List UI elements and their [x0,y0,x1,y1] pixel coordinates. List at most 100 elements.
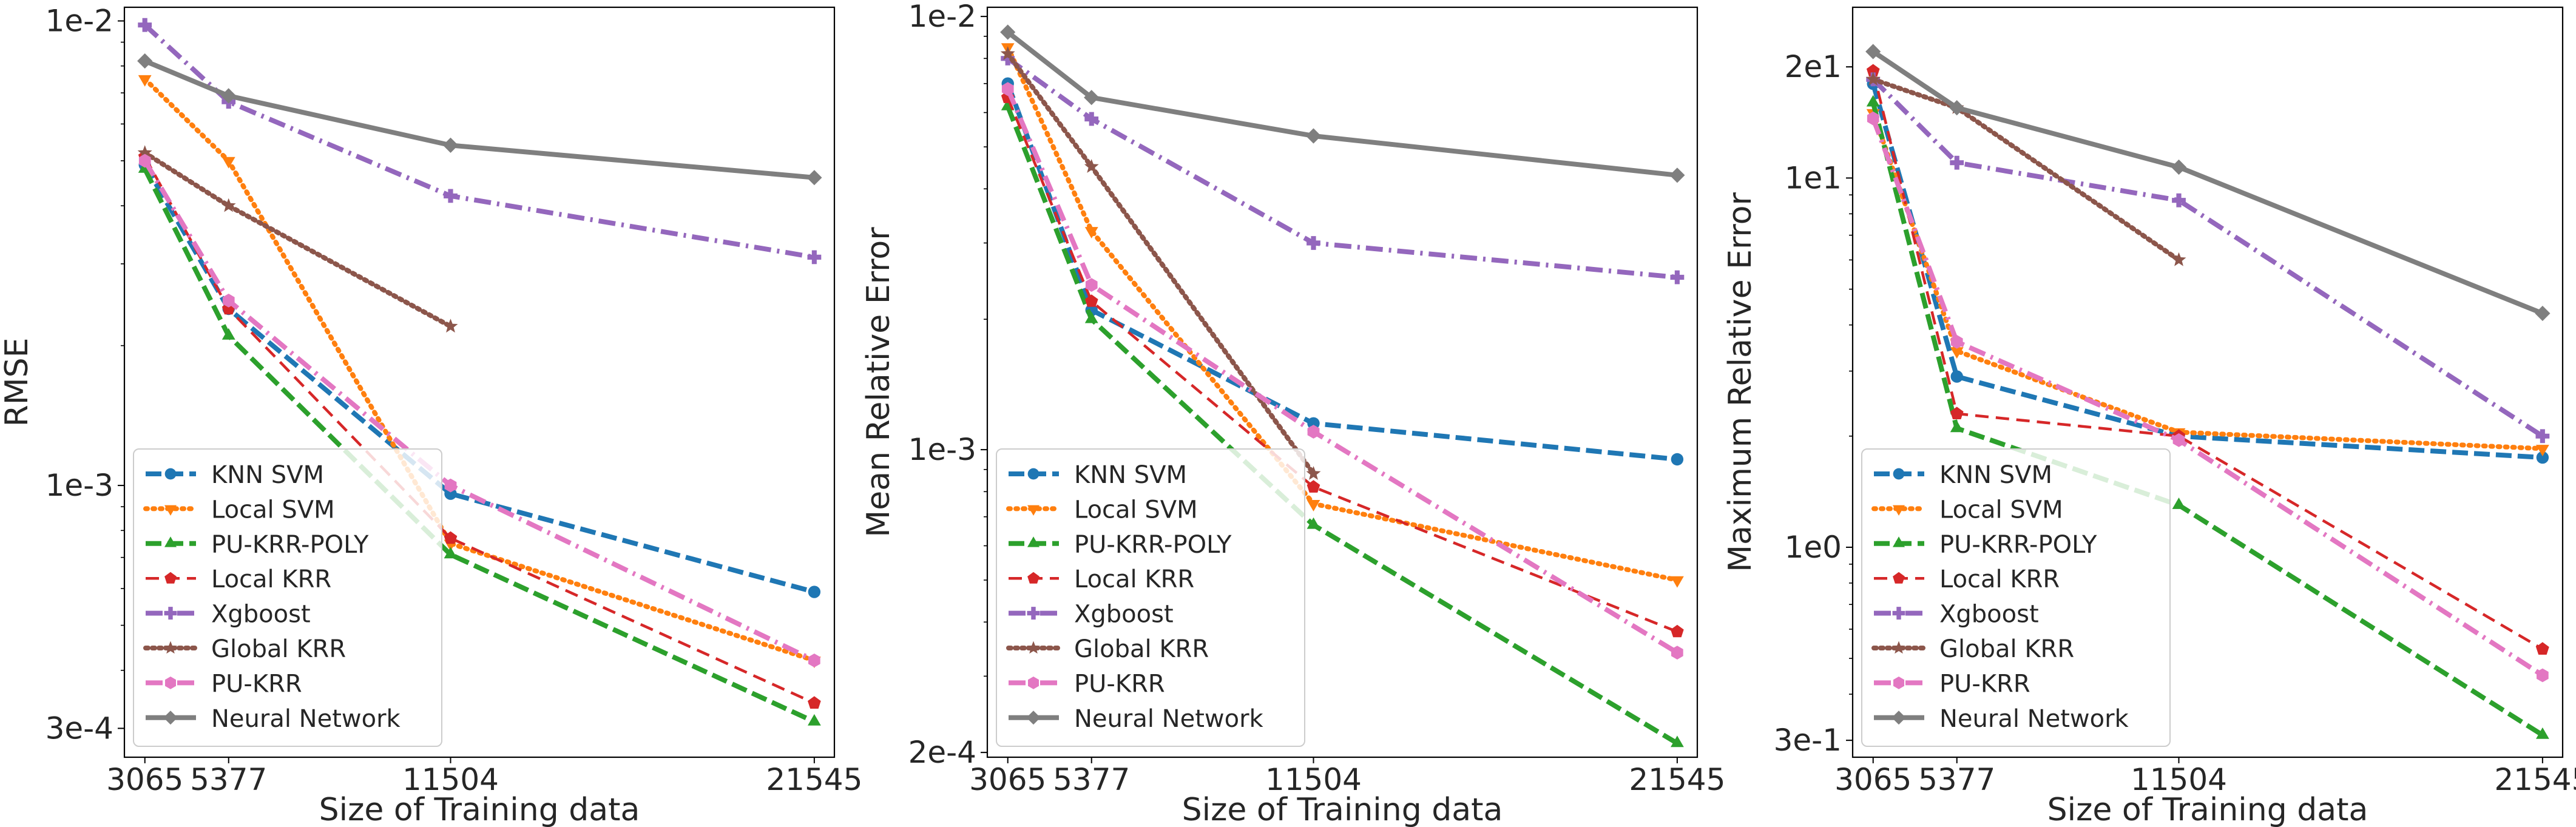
data-point-pu-krr-poly [808,714,821,726]
data-point-knn-svm [808,586,821,598]
data-point-pu-krr [1307,425,1320,439]
series-line-neural-network [1871,49,2544,316]
chart-panel-2: 3065 5377 11504 21545 2e-4 1e-3 1e-2 Size of Tr… [860,0,1725,827]
data-point-neural-network [2171,159,2187,175]
data-point-xgboost [138,18,152,32]
data-point-neural-network [806,170,822,186]
data-point-neural-network [1084,90,1100,106]
y-tick-label: 1e-2 [46,3,113,38]
data-point-pu-krr-poly [1307,517,1320,529]
legend-label: KNN SVM [1074,461,1187,489]
data-point-xgboost [807,250,822,265]
legend-marker [1028,677,1039,689]
series-pu-krr [1001,82,1683,660]
legend-label: KNN SVM [211,461,324,489]
x-tick-label: 5377 [1053,762,1130,797]
data-point-neural-network [1865,44,1881,59]
legend-item-local-krr: Local KRR [1874,565,2060,593]
data-point-local-svm [1084,227,1098,238]
legend: KNN SVM Local SVM PU-KRR-POLY Local KRR Xgbo… [133,448,442,747]
series-local-krr [1866,64,2549,655]
data-point-local-krr [1307,480,1320,493]
data-point-xgboost [2535,429,2550,444]
data-point-xgboost [1307,236,1320,250]
data-point-xgboost [2172,193,2186,208]
legend-label: PU-KRR [1939,670,2030,698]
data-point-pu-krr [1867,111,1879,126]
legend-item-pu-krr-poly: PU-KRR-POLY [1009,531,1232,559]
series-line-neural-network [144,58,815,180]
legend-marker [1027,468,1040,480]
data-point-pu-krr-poly [221,328,235,340]
data-point-knn-svm [1307,417,1320,430]
y-tick-label: 3e-4 [46,711,113,746]
y-tick-label: 1e-3 [908,432,976,467]
legend-label: Local SVM [1074,496,1198,524]
series-pu-krr-poly [1866,95,2549,739]
data-point-pu-krr [2172,433,2185,447]
data-point-global-krr [1000,46,1015,60]
legend-marker [1027,572,1040,584]
data-point-global-krr [1306,466,1321,480]
series-xgboost [138,18,822,265]
chart-panel-1: 3065 5377 11504 21545 3e-4 1e-3 1e-2 Size of Tr… [0,3,862,827]
legend-item-xgboost: Xgboost [146,601,311,629]
y-tick-label: 3e-1 [1774,723,1842,758]
legend-marker [164,607,177,620]
legend-label: Local KRR [1074,565,1194,593]
legend-marker [1027,641,1040,654]
series-pu-krr [138,154,820,667]
legend-item-global-krr: Global KRR [143,635,346,663]
series-line-knn-svm [1870,83,2543,460]
data-point-local-krr [1084,294,1098,307]
data-point-pu-krr-poly [1866,95,1880,107]
legend-label: KNN SVM [1939,461,2052,489]
data-point-neural-network [1949,100,1965,116]
legend-item-xgboost: Xgboost [1009,601,1174,629]
legend-marker [1893,572,1905,584]
legend-marker [1892,607,1905,620]
legend-item-local-krr: Local KRR [1009,565,1194,593]
data-point-pu-krr [444,478,457,493]
series-line-local-svm [142,76,817,663]
data-point-local-svm [138,75,152,87]
legend-label: Xgboost [1939,601,2039,629]
legend-item-local-svm: Local SVM [143,496,335,524]
series-neural-network [1000,24,1685,183]
data-point-local-krr [444,531,458,544]
legend-label: Neural Network [211,705,401,733]
y-tick-label: 1e-2 [908,0,976,34]
legend-frame [1861,448,2171,747]
legend-item-global-krr: Global KRR [1871,635,2074,663]
data-point-local-svm [1671,576,1684,588]
data-point-local-krr [808,696,821,709]
legend-marker [1027,536,1040,547]
legend-item-pu-krr: PU-KRR [146,670,302,698]
data-point-neural-network [1305,128,1322,144]
data-point-xgboost [1950,155,1964,170]
data-point-xgboost [1001,51,1015,66]
y-axis-label: Mean Relative Error [860,227,897,538]
data-point-pu-krr [1950,335,1963,349]
series-line-local-krr [1006,96,1678,633]
data-point-neural-network [1669,167,1685,183]
series-global-krr [1000,46,1321,480]
legend-item-pu-krr: PU-KRR [1874,670,2030,698]
legend-label: Local SVM [211,496,335,524]
data-point-pu-krr [138,154,151,168]
legend-marker [1027,505,1040,516]
data-point-pu-krr-poly [2172,498,2186,509]
x-tick-label: 11504 [402,762,499,797]
data-point-global-krr [1865,72,1881,86]
data-point-neural-network [1000,24,1016,40]
data-point-local-svm [1307,500,1320,511]
y-tick-label: 2e1 [1785,49,1842,84]
data-point-xgboost [1084,112,1099,126]
series-neural-network [1865,44,2551,322]
axes-frame [123,6,836,758]
series-line-local-svm [1005,44,1680,582]
legend-item-xgboost: Xgboost [1874,601,2039,629]
data-point-pu-krr-poly [1671,735,1684,748]
x-tick-label: 5377 [1918,762,1995,797]
x-tick-label: 3065 [1834,762,1912,797]
